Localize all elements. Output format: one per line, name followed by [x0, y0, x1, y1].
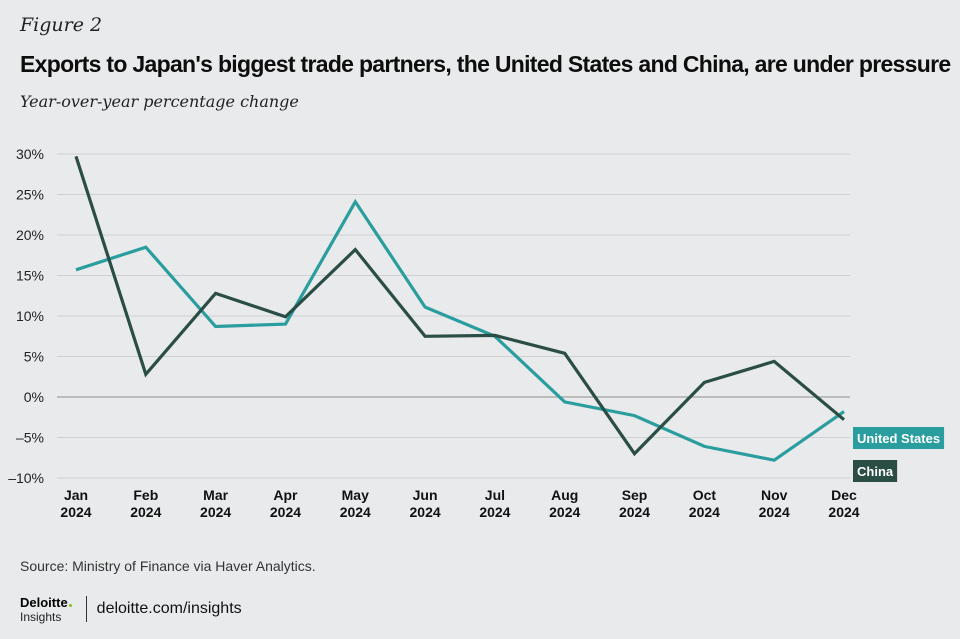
x-tick-label: Oct 2024	[689, 487, 720, 520]
x-tick-label: Mar 2024	[200, 487, 231, 520]
y-tick-label: 20%	[16, 227, 44, 243]
legend-label: United States	[857, 431, 940, 446]
x-tick-label: May 2024	[340, 487, 371, 520]
x-tick-label: Nov 2024	[759, 487, 790, 520]
y-tick-label: 10%	[16, 308, 44, 324]
x-tick-label: Jan 2024	[60, 487, 91, 520]
chart-title: Exports to Japan's biggest trade partner…	[20, 51, 951, 77]
x-tick-label: Feb 2024	[130, 487, 161, 520]
y-tick-label: 5%	[24, 349, 44, 365]
x-tick-label: Sep 2024	[619, 487, 650, 520]
x-tick-label: Jul 2024	[479, 487, 510, 520]
chart-subtitle: Year-over-year percentage change	[20, 92, 299, 111]
source-note: Source: Ministry of Finance via Haver An…	[20, 558, 316, 574]
legend: United States China	[853, 427, 945, 482]
x-tick-label: Jun 2024	[410, 487, 441, 520]
line-chart: 30% 25% 20% 15% 10% 5% 0% –5% –10% Jan 2024 Feb 202…	[8, 146, 945, 520]
y-tick-label: 25%	[16, 187, 44, 203]
series-line-united-states	[75, 198, 845, 462]
footer-url[interactable]: deloitte.com/insights	[96, 600, 242, 617]
x-axis: Jan 2024 Feb 2024 Mar 2024 Apr 2024 May 2024 Jun 20…	[60, 487, 859, 520]
y-tick-label: 15%	[16, 268, 44, 284]
y-tick-label: 30%	[16, 146, 44, 162]
y-tick-label: –5%	[16, 430, 44, 446]
y-axis: 30% 25% 20% 15% 10% 5% 0% –5% –10%	[8, 146, 44, 486]
deloitte-logo: Deloitte Insights	[20, 596, 72, 623]
y-tick-label: 0%	[24, 389, 44, 405]
legend-swatch	[853, 427, 945, 449]
footer-divider	[85, 596, 87, 622]
brand-name: Deloitte	[20, 596, 72, 609]
legend-label: China	[857, 464, 894, 479]
legend-item-china: China	[853, 460, 898, 482]
footer: Deloitte Insights deloitte.com/insights	[20, 594, 242, 624]
x-tick-label: Apr 2024	[270, 487, 301, 520]
series-line-china	[74, 155, 846, 457]
grid-layer	[57, 153, 850, 479]
brand-name-text: Deloitte	[20, 594, 68, 610]
legend-swatch	[853, 460, 898, 482]
series-layer	[74, 155, 846, 462]
x-tick-label: Aug 2024	[549, 487, 580, 520]
brand-sub: Insights	[20, 609, 62, 624]
x-tick-label: Dec 2024	[828, 487, 859, 520]
y-tick-label: –10%	[8, 470, 44, 486]
brand-dot-icon	[68, 604, 72, 607]
figure-label: Figure 2	[20, 14, 103, 36]
legend-item-united-states: United States	[853, 427, 945, 449]
